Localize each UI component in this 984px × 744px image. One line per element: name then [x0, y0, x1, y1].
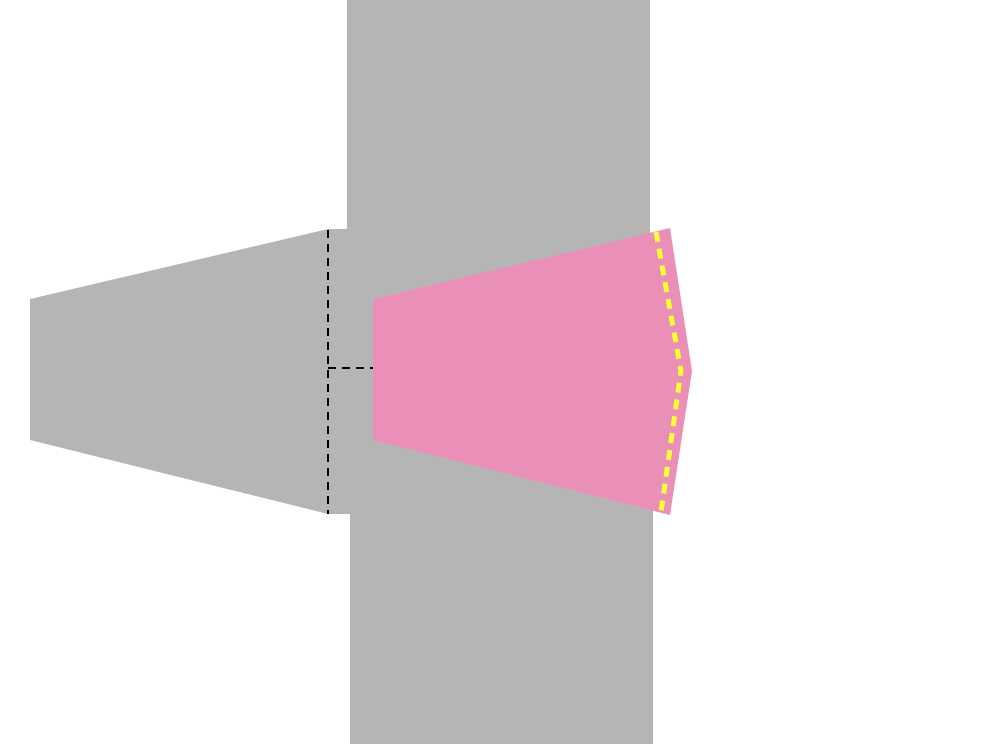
- vertical-road-north: [347, 0, 650, 232]
- west-approach-road: [30, 229, 328, 514]
- boundary-line-marking: [653, 231, 684, 513]
- highlighted-lane-area: [373, 228, 692, 515]
- vertical-road-south: [350, 512, 653, 744]
